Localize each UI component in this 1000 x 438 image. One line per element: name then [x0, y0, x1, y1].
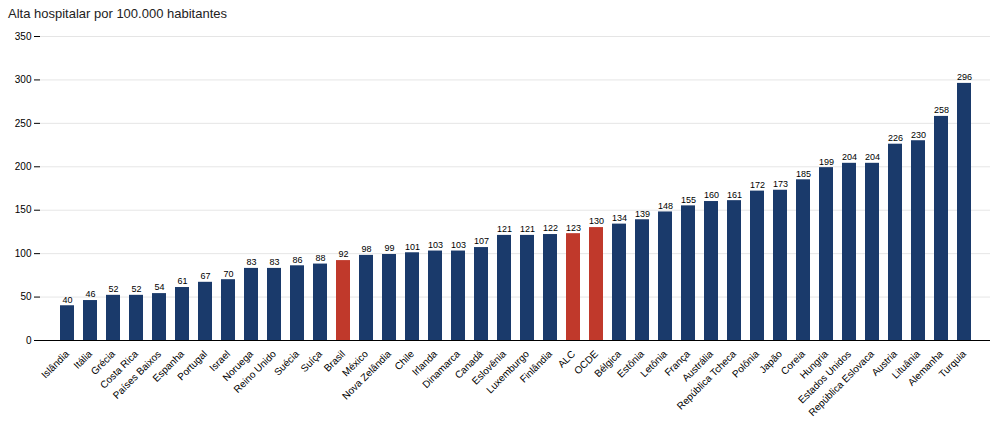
svg-text:Itália: Itália	[71, 348, 95, 371]
svg-text:Países Baixos: Países Baixos	[110, 348, 164, 401]
svg-text:150: 150	[15, 204, 32, 215]
svg-text:Israel: Israel	[207, 348, 233, 374]
svg-text:Suécia: Suécia	[272, 348, 302, 378]
svg-text:Portugal: Portugal	[175, 348, 209, 382]
svg-text:Canadá: Canadá	[452, 348, 486, 381]
svg-text:185: 185	[796, 169, 811, 179]
svg-text:250: 250	[15, 118, 32, 129]
svg-text:Coreia: Coreia	[778, 348, 808, 377]
svg-text:Lituânia: Lituânia	[889, 348, 923, 381]
svg-text:88: 88	[315, 253, 325, 263]
svg-text:Luxemburgo: Luxemburgo	[484, 348, 532, 396]
svg-text:Noruega: Noruega	[220, 348, 256, 384]
svg-text:70: 70	[223, 269, 233, 279]
svg-text:101: 101	[405, 242, 420, 252]
svg-text:350: 350	[15, 31, 32, 42]
svg-text:121: 121	[520, 224, 535, 234]
svg-text:Letônia: Letônia	[638, 348, 669, 379]
svg-text:67: 67	[200, 271, 210, 281]
svg-text:103: 103	[428, 240, 443, 250]
svg-text:98: 98	[361, 244, 371, 254]
svg-text:Nova Zelândia: Nova Zelândia	[340, 348, 394, 402]
svg-text:Irlanda: Irlanda	[409, 348, 440, 378]
svg-text:Estônia: Estônia	[614, 348, 647, 380]
svg-text:173: 173	[773, 179, 788, 189]
svg-text:204: 204	[842, 152, 857, 162]
svg-text:46: 46	[85, 289, 95, 299]
svg-text:Grécia: Grécia	[88, 348, 118, 377]
svg-text:123: 123	[566, 223, 581, 233]
svg-text:160: 160	[704, 190, 719, 200]
svg-text:99: 99	[384, 243, 394, 253]
svg-text:100: 100	[15, 248, 32, 259]
svg-text:107: 107	[474, 236, 489, 246]
svg-text:0: 0	[26, 335, 32, 346]
svg-text:República Eslovaca: República Eslovaca	[806, 348, 876, 418]
svg-text:226: 226	[888, 133, 903, 143]
svg-text:Eslovênia: Eslovênia	[469, 348, 509, 387]
svg-text:Islândia: Islândia	[39, 348, 71, 380]
svg-text:103: 103	[451, 240, 466, 250]
svg-text:Japão: Japão	[757, 348, 785, 376]
svg-text:122: 122	[543, 223, 558, 233]
svg-text:Polônia: Polônia	[730, 348, 762, 380]
svg-text:300: 300	[15, 74, 32, 85]
svg-text:México: México	[340, 348, 371, 379]
svg-text:258: 258	[934, 105, 949, 115]
svg-text:199: 199	[819, 157, 834, 167]
svg-text:Reino Unido: Reino Unido	[231, 348, 278, 395]
svg-text:OCDE: OCDE	[572, 348, 601, 377]
svg-text:83: 83	[246, 257, 256, 267]
svg-text:134: 134	[612, 213, 627, 223]
svg-text:161: 161	[727, 190, 742, 200]
svg-text:40: 40	[62, 295, 72, 305]
svg-text:83: 83	[269, 257, 279, 267]
svg-text:Espanha: Espanha	[150, 348, 187, 384]
svg-text:Austria: Austria	[869, 348, 900, 378]
svg-text:121: 121	[497, 224, 512, 234]
svg-text:ALC: ALC	[555, 348, 578, 370]
svg-text:92: 92	[338, 249, 348, 259]
svg-text:148: 148	[658, 201, 673, 211]
svg-text:França: França	[662, 348, 693, 378]
svg-text:Costa Rica: Costa Rica	[97, 348, 141, 391]
svg-text:52: 52	[131, 284, 141, 294]
svg-text:Chile: Chile	[392, 348, 417, 373]
svg-text:155: 155	[681, 195, 696, 205]
svg-text:Austrália: Austrália	[679, 348, 716, 384]
svg-text:Estados Unidos: Estados Unidos	[795, 348, 854, 406]
svg-text:República Tcheca: República Tcheca	[675, 348, 739, 412]
svg-text:86: 86	[292, 255, 302, 265]
svg-text:61: 61	[177, 276, 187, 286]
svg-text:Suíça: Suíça	[298, 348, 324, 374]
svg-text:Brasil: Brasil	[321, 348, 348, 374]
svg-text:139: 139	[635, 209, 650, 219]
html-text:Alta hospitalar por 100.000 ha: Alta hospitalar por 100.000 habitantes	[8, 6, 227, 21]
svg-text:296: 296	[957, 72, 972, 82]
svg-text:130: 130	[589, 216, 604, 226]
svg-text:Hungria: Hungria	[797, 348, 831, 381]
svg-text:Alemanha: Alemanha	[905, 348, 946, 388]
svg-text:Turquia: Turquia	[937, 348, 969, 380]
svg-text:Bélgica: Bélgica	[592, 348, 624, 380]
svg-text:230: 230	[911, 130, 926, 140]
svg-text:52: 52	[108, 284, 118, 294]
svg-text:200: 200	[15, 161, 32, 172]
svg-text:Finlândia: Finlândia	[518, 348, 555, 385]
svg-text:54: 54	[154, 282, 164, 292]
svg-text:Dinamarca: Dinamarca	[420, 348, 463, 391]
svg-text:204: 204	[865, 152, 880, 162]
svg-text:50: 50	[20, 291, 32, 302]
svg-text:172: 172	[750, 180, 765, 190]
